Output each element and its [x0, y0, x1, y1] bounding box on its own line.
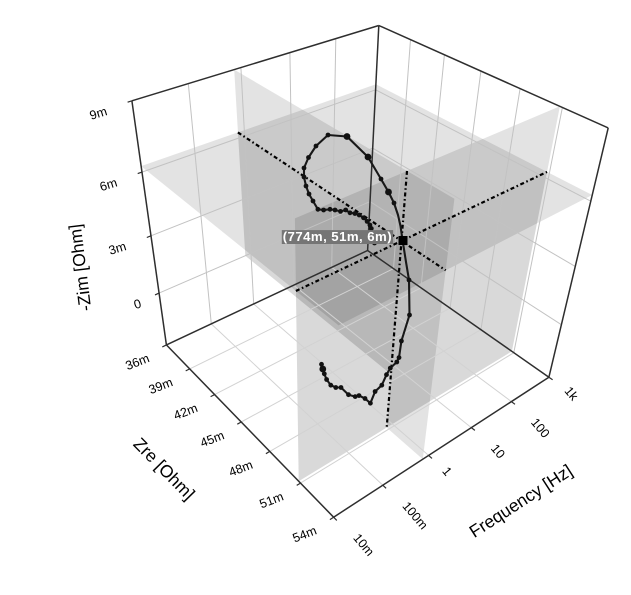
svg-text:1: 1 [439, 464, 454, 478]
svg-text:3m: 3m [107, 239, 128, 258]
svg-text:36m: 36m [124, 351, 152, 373]
svg-text:39m: 39m [147, 375, 175, 397]
svg-text:9m: 9m [88, 104, 109, 123]
svg-text:Frequency [Hz]: Frequency [Hz] [466, 460, 576, 541]
svg-text:100: 100 [528, 416, 552, 441]
svg-text:10: 10 [488, 442, 508, 462]
svg-text:-Zim [Ohm]: -Zim [Ohm] [65, 223, 96, 312]
svg-text:48m: 48m [227, 458, 255, 480]
svg-text:45m: 45m [198, 428, 226, 450]
svg-text:1k: 1k [562, 384, 582, 404]
svg-text:Zre [Ohm]: Zre [Ohm] [130, 434, 199, 504]
svg-text:6m: 6m [98, 176, 119, 195]
svg-text:100m: 100m [400, 499, 431, 532]
svg-text:51m: 51m [258, 489, 286, 511]
svg-text:0: 0 [132, 297, 143, 312]
svg-text:54m: 54m [291, 524, 319, 546]
svg-text:42m: 42m [172, 401, 200, 423]
svg-text:(774m, 51m, 6m): (774m, 51m, 6m) [283, 229, 392, 244]
svg-text:10m: 10m [350, 531, 376, 559]
